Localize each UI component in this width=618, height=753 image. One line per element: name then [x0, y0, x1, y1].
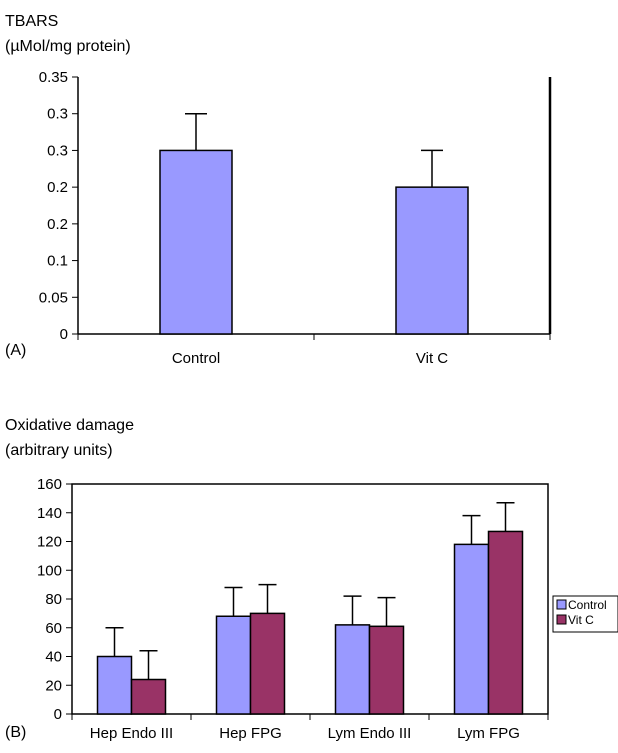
x-tick-label: Vit C: [416, 350, 448, 367]
y-tick-label: 0.1: [47, 253, 68, 270]
bar: [96, 655, 133, 715]
bar: [159, 149, 233, 335]
y-tick-label: 40: [45, 649, 62, 666]
bar: [334, 624, 371, 715]
x-tick-label: Lym Endo III: [328, 725, 412, 742]
x-tick-label: Hep FPG: [219, 725, 282, 742]
bar: [453, 543, 490, 715]
x-tick-label: Control: [172, 350, 220, 367]
x-tick-label: Lym FPG: [457, 725, 520, 742]
y-tick-label: 160: [37, 476, 62, 493]
chart-b-panel-label: (B): [5, 724, 27, 741]
bar: [215, 615, 252, 715]
legend-swatch: [556, 614, 567, 625]
y-tick-label: 0.2: [47, 216, 68, 233]
y-tick-label: 0: [60, 326, 68, 343]
y-tick-label: 80: [45, 591, 62, 608]
y-tick-label: 20: [45, 677, 62, 694]
bar: [249, 612, 286, 715]
legend-swatch: [556, 599, 567, 610]
y-tick-label: 0.2: [47, 179, 68, 196]
legend-label: Control: [568, 598, 607, 612]
y-tick-label: 0.05: [39, 289, 68, 306]
y-tick-label: 0.3: [47, 142, 68, 159]
bar: [130, 678, 167, 715]
y-tick-label: 140: [37, 505, 62, 522]
legend-label: Vit C: [568, 613, 594, 627]
y-tick-label: 0.3: [47, 106, 68, 123]
chart-a-ylabel-line1: TBARS: [5, 13, 59, 30]
bar: [395, 186, 469, 335]
chart-a-panel-label: (A): [5, 342, 27, 359]
chart-b-ylabel-line2: (arbitrary units): [5, 442, 113, 459]
y-tick-label: 0.35: [39, 69, 68, 86]
chart-a-ylabel-line2: (µMol/mg protein): [5, 38, 131, 55]
bar: [487, 530, 524, 715]
y-tick-label: 100: [37, 562, 62, 579]
bar: [368, 625, 405, 715]
y-tick-label: 60: [45, 620, 62, 637]
x-tick-label: Hep Endo III: [90, 725, 173, 742]
chart-b-ylabel-line1: Oxidative damage: [5, 417, 134, 434]
y-tick-label: 0: [54, 706, 62, 723]
y-tick-label: 120: [37, 534, 62, 551]
